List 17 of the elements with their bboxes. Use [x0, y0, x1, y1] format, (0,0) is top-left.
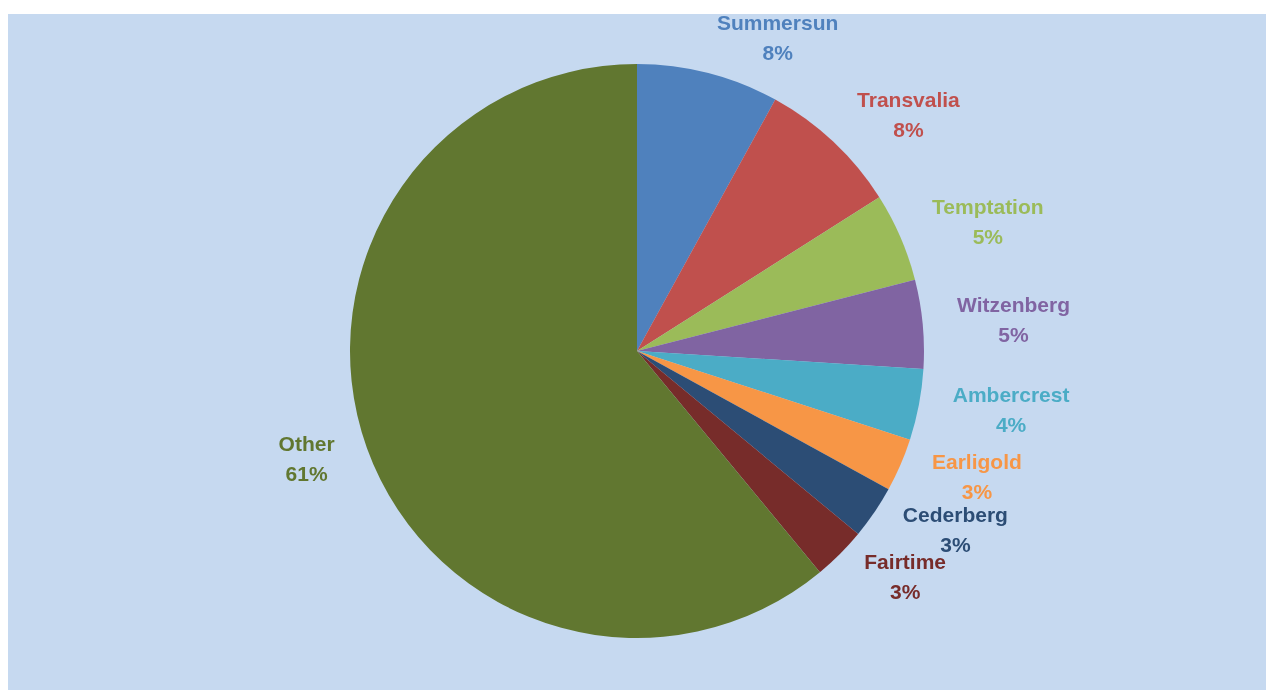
data-label: 61%	[285, 461, 328, 485]
data-label: 5%	[998, 322, 1029, 346]
slice-label: Ambercrest	[952, 383, 1070, 407]
data-label: 3%	[940, 533, 971, 557]
data-label: 4%	[995, 413, 1027, 437]
data-label: 8%	[893, 118, 924, 142]
slice-label: Summersun	[716, 11, 839, 35]
data-label: 8%	[762, 41, 794, 65]
slice-label: Other	[278, 431, 335, 455]
slice-label: Earligold	[932, 450, 1022, 474]
slice-label: Transvalia	[857, 88, 961, 112]
data-label: 5%	[972, 225, 1004, 249]
slice-label: Cederberg	[902, 503, 1008, 527]
slice-label: Witzenberg	[957, 292, 1070, 316]
data-label: 3%	[889, 580, 921, 604]
slice-label: Temptation	[932, 195, 1044, 219]
data-label: 3%	[961, 480, 993, 504]
